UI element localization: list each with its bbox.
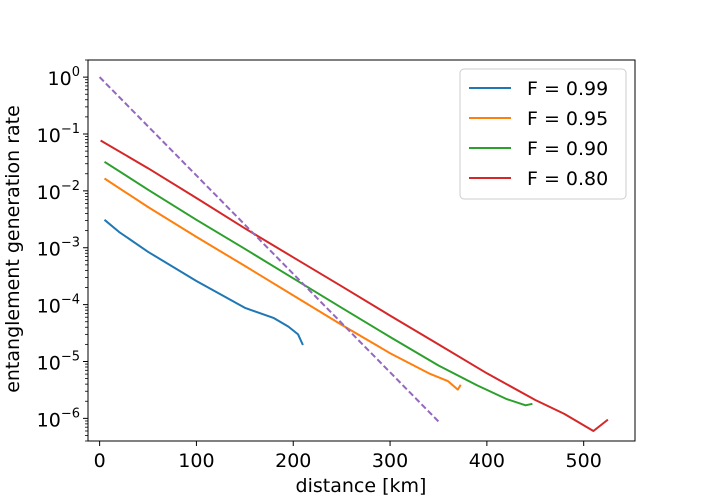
x-tick-label: 300 (372, 450, 408, 472)
y-tick-label: 100 (48, 65, 80, 90)
legend-box (459, 68, 627, 200)
series-lines (98, 76, 609, 432)
x-tick-label: 500 (566, 450, 602, 472)
y-tick-label: 10−2 (37, 179, 80, 204)
series-line-0 (103, 219, 304, 346)
y-tick-label: 10−1 (37, 122, 80, 147)
x-tick-label: 100 (178, 450, 214, 472)
series-line-2 (103, 160, 533, 407)
legend-label: F = 0.90 (527, 138, 608, 160)
axis-ticks: 0 100 200 300 400 500 10−6 10−5 10−4 10−3 10−2 10−1… (37, 59, 602, 472)
legend-label: F = 0.95 (527, 108, 608, 130)
legend-label: F = 0.80 (527, 168, 608, 190)
x-tick-label: 200 (275, 450, 311, 472)
axes-frame (87, 59, 636, 442)
y-tick-label: 10−4 (37, 293, 80, 318)
legend: F = 0.99 F = 0.95 F = 0.90 F = 0.80 (459, 68, 627, 200)
series-line-1 (103, 177, 462, 391)
legend-label: F = 0.99 (527, 78, 608, 100)
x-tick-label: 400 (469, 450, 505, 472)
y-axis-label: entanglement generation rate (2, 105, 24, 393)
x-axis-label: distance [km] (296, 475, 427, 495)
y-tick-label: 10−5 (37, 349, 80, 374)
y-tick-label: 10−3 (37, 236, 80, 261)
series-line-3 (100, 139, 609, 432)
y-tick-label: 10−6 (37, 406, 80, 431)
x-tick-label: 0 (94, 450, 106, 472)
